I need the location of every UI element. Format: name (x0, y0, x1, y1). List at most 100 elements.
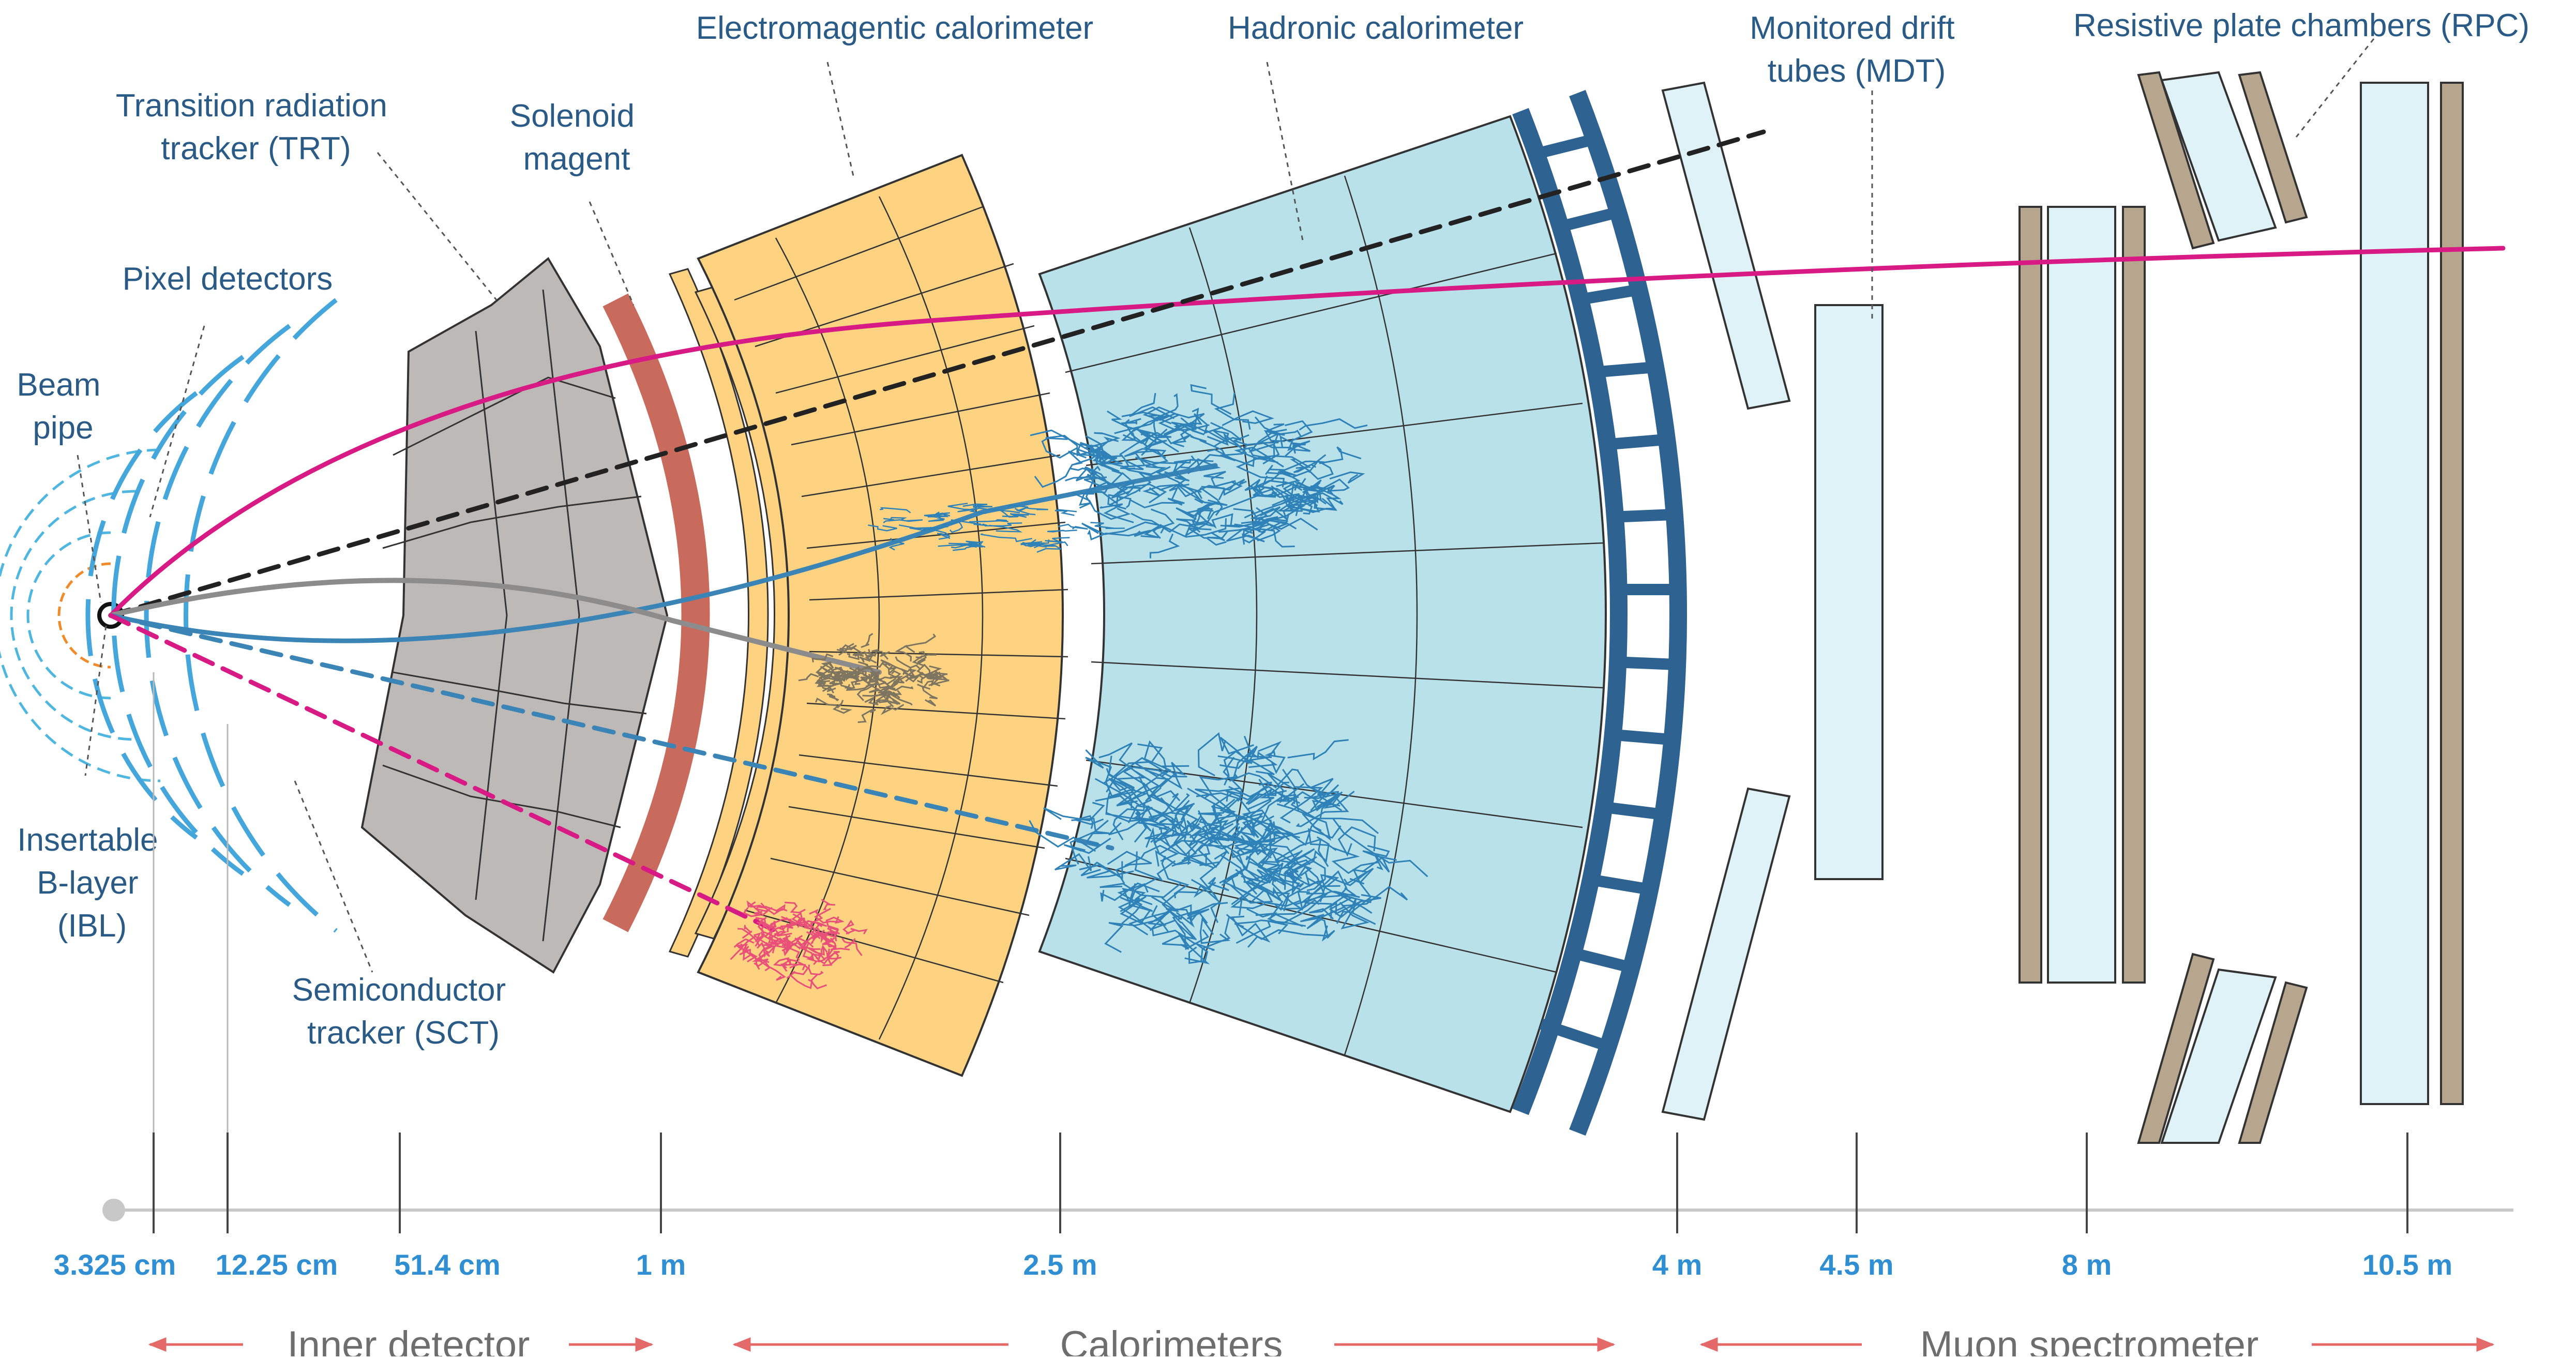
hadron-shower-lower-strand (1134, 851, 1176, 882)
hadron-shower-lower-strand (1193, 881, 1221, 923)
photon-shower-strand (924, 699, 937, 707)
hadron-shower-lower-strand (1085, 749, 1113, 796)
hadron-shower-upper-strand (1159, 417, 1197, 439)
photon-shower-strand (847, 651, 860, 660)
photon-shower (798, 633, 950, 723)
hadron-shower-lower-strand (1294, 870, 1348, 905)
photon-shower-strand (879, 651, 890, 660)
hadron-shower-upper-strand (1255, 506, 1281, 525)
label-beam-pipe-line1: Beam (17, 367, 100, 403)
electron-shower-strand (758, 939, 774, 962)
hadron-track-shower-strand (969, 519, 1008, 523)
hadron-shower-lower-strand (1287, 739, 1349, 761)
electron-shower-strand (811, 926, 834, 945)
hadron-shower-lower-strand (1221, 874, 1266, 910)
hadron-shower-upper-strand (1068, 450, 1101, 466)
electron-shower-strand (754, 932, 764, 947)
electromagnetic-calorimeter (697, 154, 1068, 1077)
hadron-shower-lower-strand (1200, 915, 1245, 962)
hadron-shower-upper-strand (1129, 497, 1185, 509)
hadron-shower-upper-strand (1131, 512, 1199, 533)
hadron-shower-lower-strand (1128, 878, 1156, 912)
hadron-shower-lower-strand (1290, 802, 1379, 834)
hadron-shower-lower-strand (1230, 875, 1300, 907)
photon-shower-strand (932, 673, 941, 687)
hadron-track-shower-strand (898, 524, 935, 532)
hadron-shower-lower-strand (1291, 855, 1326, 892)
photon-shower-strand (822, 677, 843, 692)
hadron-track-shower-strand (1058, 523, 1088, 530)
label-ibl-line2: B-layer (37, 865, 138, 901)
electron-shower-strand (821, 899, 835, 910)
reference-lines (153, 672, 229, 1132)
hadron-shower-lower-strand (1309, 895, 1372, 920)
electron-shower-strand (772, 935, 803, 946)
label-solenoid: Solenoid magent (510, 98, 644, 177)
hadron-shower-upper-strand (1207, 443, 1248, 462)
electron-shower-strand (841, 938, 863, 956)
hadron-shower-upper-strand (1207, 432, 1247, 454)
hadron-shower-upper-strand (1248, 430, 1280, 465)
hadron-shower-lower-strand (1229, 768, 1299, 789)
hadron-shower-upper-strand (1218, 520, 1266, 533)
hadron-shower-upper-strand (1142, 406, 1181, 431)
hadron-shower-lower-strand (1112, 802, 1146, 840)
electron-shower-strand (808, 964, 824, 975)
label-em-calorimeter: Electromagentic calorimeter (696, 10, 1093, 46)
hadron-shower-upper-strand (1079, 442, 1123, 464)
photon-shower-strand (862, 690, 893, 698)
hadron-shower-upper-strand (1099, 503, 1134, 523)
hadron-shower-upper-strand (1129, 392, 1175, 419)
hadron-shower-upper-strand (1189, 413, 1224, 434)
electron-shower-strand (846, 928, 868, 935)
hadron-track-shower-strand (883, 519, 923, 523)
hadron-track-shower (868, 503, 1125, 553)
distance-label-7: 8 m (2062, 1248, 2112, 1281)
hadron-shower-upper-strand (1180, 423, 1205, 435)
hadron-shower-lower-strand (1072, 815, 1104, 829)
hadron-track-shower-strand (1045, 537, 1070, 543)
hadron-shower-lower-strand (1255, 884, 1284, 920)
photon-shower-strand (846, 672, 862, 682)
photon-shower-strand (872, 676, 897, 685)
hadron-shower-lower-strand (1138, 776, 1181, 802)
photon-shower-strand (883, 681, 902, 692)
hadron-shower-lower-strand (1043, 802, 1105, 822)
hadron-shower-upper-strand (1124, 448, 1167, 465)
hadron-shower-upper-strand (1249, 485, 1297, 497)
electron-shower-strand (755, 902, 773, 912)
hadron-shower-upper-strand (1111, 486, 1141, 499)
section-calorimeters: Calorimeters (1060, 1323, 1283, 1356)
hadron-shower-lower-strand (1232, 917, 1271, 948)
photon-shower-strand (852, 652, 872, 657)
hadron-shower-lower-strand (1337, 826, 1376, 857)
hadron-shower-lower-strand (1094, 778, 1167, 806)
photon-track (108, 613, 778, 933)
hadron-shower-lower-strand (1147, 905, 1168, 931)
hadron-shower-lower-strand (1124, 844, 1179, 867)
hadron-shower-lower-strand (1278, 872, 1325, 897)
hadron-shower-upper-strand (1149, 533, 1180, 558)
component-labels: Beam pipe Pixel detectors Transition rad… (17, 8, 2529, 1051)
distance-label-2: 51.4 cm (394, 1248, 501, 1281)
muon-track (108, 246, 2506, 618)
distance-label-4: 2.5 m (1023, 1248, 1097, 1281)
hadron-shower-upper-strand (1203, 471, 1236, 488)
electron-shower-strand (811, 921, 827, 940)
hadron-track-shower-strand (1030, 539, 1068, 547)
hadron-shower-lower-strand (1150, 826, 1169, 843)
hadron-shower-lower-strand (1161, 896, 1195, 928)
photon-shower-strand (861, 633, 873, 648)
hadron-shower-lower-strand (1199, 773, 1239, 798)
electron-shower-strand (755, 917, 773, 929)
hadron-track-shower-strand (1028, 539, 1057, 548)
electron-shower-strand (817, 931, 830, 943)
distance-label-0: 3.325 cm (54, 1248, 176, 1281)
hadron-shower-upper-strand (1134, 508, 1175, 537)
electron-shower-strand (812, 945, 828, 961)
hadron-shower-lower-strand (1197, 732, 1226, 777)
hadron-shower-lower-strand (1286, 863, 1325, 895)
hadron-shower-lower-strand (1362, 854, 1390, 873)
photon-shower-strand (903, 633, 937, 653)
hadron-track-shower-strand (888, 538, 905, 551)
